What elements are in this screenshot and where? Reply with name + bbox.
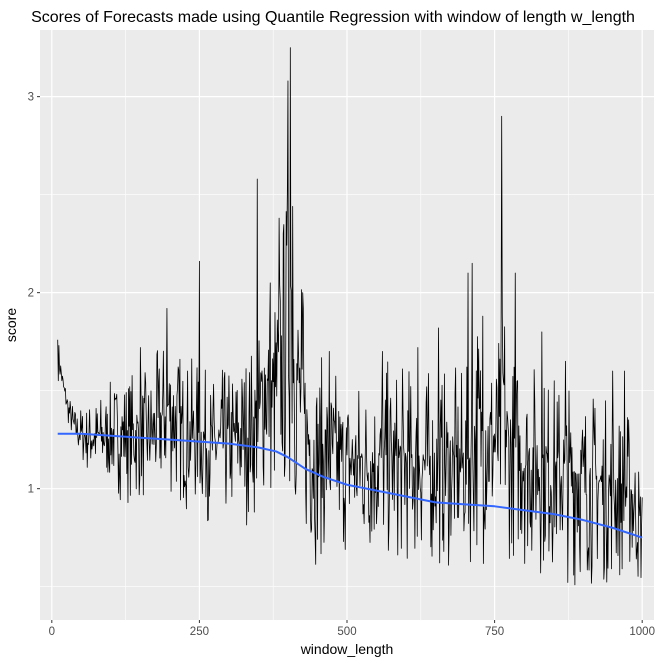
y-tick-label: 2: [28, 288, 34, 300]
x-axis-title: window_length: [300, 641, 394, 657]
x-axis-ticks: 0 250 500 750 1000: [49, 620, 655, 638]
x-tick-label: 250: [190, 626, 209, 638]
y-tick-label: 1: [28, 484, 34, 496]
chart-title: Scores of Forecasts made using Quantile …: [31, 9, 635, 26]
y-axis-title: score: [3, 308, 19, 342]
y-axis-ticks: 1 2 3: [28, 92, 40, 496]
x-tick-label: 0: [49, 626, 55, 638]
x-tick-label: 750: [485, 626, 504, 638]
x-tick-label: 500: [337, 626, 356, 638]
smooth-trend-line: [57, 432, 643, 539]
score-series-line: [57, 47, 643, 586]
y-tick-label: 3: [28, 92, 34, 104]
major-gridlines: [40, 30, 654, 620]
x-tick-label: 1000: [629, 626, 655, 638]
data-marks: [57, 47, 643, 586]
